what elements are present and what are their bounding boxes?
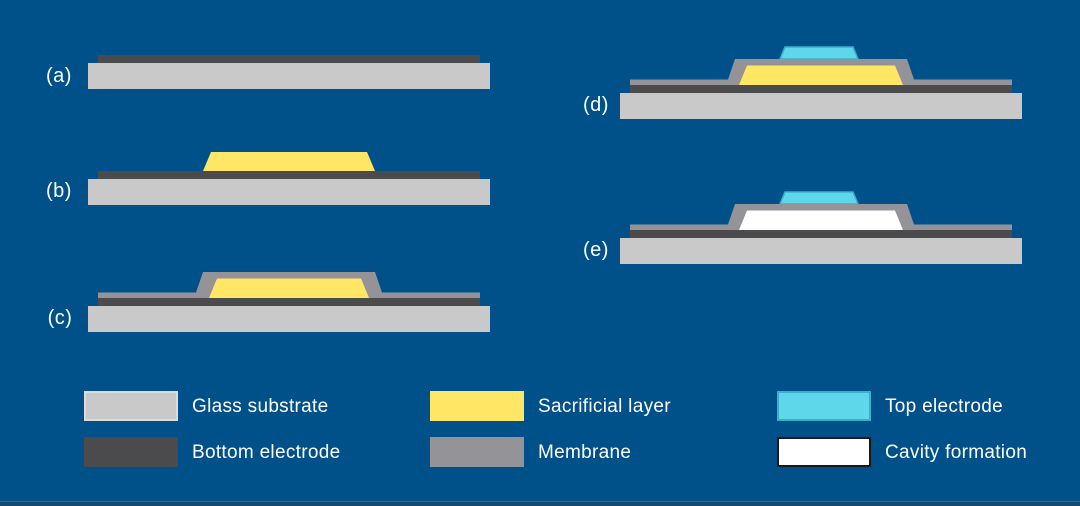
glass-substrate-layer: [620, 93, 1022, 119]
glass-substrate-swatch: [84, 391, 178, 421]
bottom-electrode-layer: [98, 171, 480, 179]
legend-item-top-electrode: Top electrode: [777, 391, 1003, 421]
sacrificial-layer-swatch: [430, 391, 524, 421]
top-electrode-layer: [778, 46, 860, 60]
legend-item-glass-substrate: Glass substrate: [84, 391, 329, 421]
glass-substrate-layer: [88, 306, 490, 332]
glass-substrate-layer: [88, 179, 490, 205]
diagram-step-a: [88, 55, 490, 89]
diagram-step-b: [88, 152, 490, 205]
diagram-step-d: [620, 46, 1022, 119]
step-b-label: (b): [46, 180, 72, 202]
sacrificial-layer-shape: [209, 278, 369, 298]
legend-item-membrane: Membrane: [430, 437, 631, 467]
legend-label: Glass substrate: [192, 395, 329, 417]
step-a-label: (a): [46, 65, 72, 87]
membrane-swatch: [430, 437, 524, 467]
step-d-label: (d): [583, 94, 609, 116]
figure-bottom-edge: [0, 501, 1080, 506]
top-electrode-swatch: [777, 391, 871, 421]
legend-item-bottom-electrode: Bottom electrode: [84, 437, 340, 467]
legend-item-cavity-formation: Cavity formation: [777, 437, 1027, 467]
legend-label: Top electrode: [885, 395, 1003, 417]
legend-item-sacrificial-layer: Sacrificial layer: [430, 391, 671, 421]
glass-substrate-layer: [88, 63, 490, 89]
diagram-step-c: [88, 272, 490, 332]
sacrificial-layer-shape: [203, 152, 375, 171]
top-electrode-layer: [778, 191, 860, 205]
bottom-electrode-layer: [98, 298, 480, 306]
diagram-step-e: [620, 191, 1022, 264]
bottom-electrode-layer: [630, 85, 1012, 93]
legend-label: Membrane: [538, 441, 632, 463]
cavity-formation-swatch: [777, 437, 871, 467]
glass-substrate-layer: [620, 238, 1022, 264]
cavity-shape: [739, 210, 903, 230]
step-c-label: (c): [47, 307, 73, 329]
legend-label: Sacrificial layer: [538, 395, 671, 417]
sacrificial-layer-shape: [739, 65, 903, 85]
legend-label: Bottom electrode: [192, 441, 341, 463]
bottom-electrode-layer: [630, 230, 1012, 238]
bottom-electrode-layer: [98, 55, 480, 63]
legend-label: Cavity formation: [885, 441, 1028, 463]
step-e-label: (e): [583, 239, 609, 261]
bottom-electrode-swatch: [84, 437, 178, 467]
